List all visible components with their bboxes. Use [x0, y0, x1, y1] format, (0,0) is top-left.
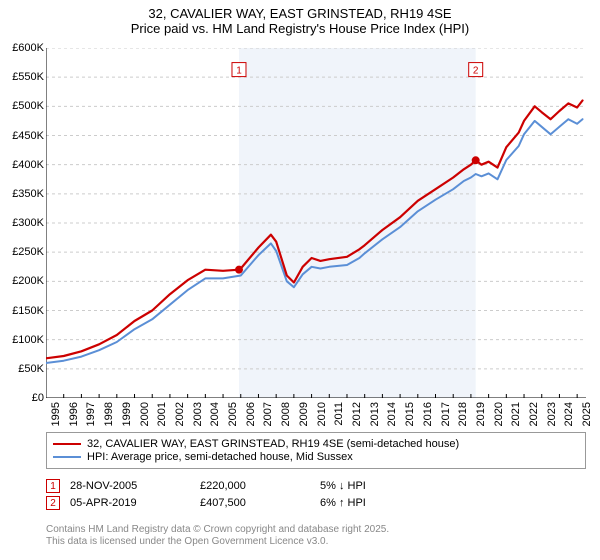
x-tick-label: 2006 [245, 402, 257, 426]
y-tick-label: £450K [12, 130, 44, 142]
x-tick-label: 2017 [440, 402, 452, 426]
x-tick-label: 2008 [280, 402, 292, 426]
x-tick-label: 2009 [298, 402, 310, 426]
x-tick-label: 2003 [192, 402, 204, 426]
footer-line-2: This data is licensed under the Open Gov… [46, 536, 389, 548]
chart-area: 12 [46, 48, 586, 398]
marker-badge-2: 2 [46, 496, 60, 510]
marker-diff: 5% ↓ HPI [320, 480, 440, 492]
x-tick-label: 2025 [581, 402, 593, 426]
legend-label: HPI: Average price, semi-detached house,… [87, 451, 353, 463]
y-tick-label: £400K [12, 159, 44, 171]
y-tick-label: £250K [12, 246, 44, 258]
x-tick-label: 2018 [457, 402, 469, 426]
x-tick-label: 1995 [50, 402, 62, 426]
marker-table: 1 28-NOV-2005 £220,000 5% ↓ HPI 2 05-APR… [46, 476, 586, 513]
svg-text:2: 2 [473, 66, 479, 77]
y-tick-label: £50K [18, 363, 44, 375]
x-tick-label: 2014 [386, 402, 398, 426]
y-tick-label: £350K [12, 188, 44, 200]
y-tick-label: £600K [12, 42, 44, 54]
y-tick-label: £200K [12, 275, 44, 287]
y-tick-label: £550K [12, 71, 44, 83]
x-tick-label: 2024 [563, 402, 575, 426]
footer: Contains HM Land Registry data © Crown c… [46, 524, 389, 548]
x-tick-label: 1999 [121, 402, 133, 426]
x-tick-label: 2022 [528, 402, 540, 426]
legend-row: 32, CAVALIER WAY, EAST GRINSTEAD, RH19 4… [53, 438, 579, 450]
title-line-1: 32, CAVALIER WAY, EAST GRINSTEAD, RH19 4… [0, 6, 600, 21]
x-tick-label: 2011 [333, 402, 345, 426]
y-tick-label: £0 [32, 392, 44, 404]
marker-row: 2 05-APR-2019 £407,500 6% ↑ HPI [46, 496, 586, 510]
y-tick-label: £100K [12, 334, 44, 346]
marker-date: 28-NOV-2005 [70, 480, 190, 492]
legend-row: HPI: Average price, semi-detached house,… [53, 451, 579, 463]
x-tick-label: 2020 [493, 402, 505, 426]
footer-line-1: Contains HM Land Registry data © Crown c… [46, 524, 389, 536]
x-tick-label: 1998 [103, 402, 115, 426]
marker-price: £407,500 [200, 497, 310, 509]
x-tick-label: 1997 [85, 402, 97, 426]
x-tick-label: 1996 [68, 402, 80, 426]
x-tick-label: 2010 [316, 402, 328, 426]
y-tick-label: £150K [12, 305, 44, 317]
marker-diff: 6% ↑ HPI [320, 497, 440, 509]
x-tick-label: 2021 [510, 402, 522, 426]
y-tick-label: £500K [12, 100, 44, 112]
legend-swatch-red [53, 443, 81, 445]
title-block: 32, CAVALIER WAY, EAST GRINSTEAD, RH19 4… [0, 0, 600, 38]
title-line-2: Price paid vs. HM Land Registry's House … [0, 21, 600, 36]
marker-date: 05-APR-2019 [70, 497, 190, 509]
x-tick-label: 2016 [422, 402, 434, 426]
x-tick-label: 2007 [262, 402, 274, 426]
x-tick-label: 2012 [351, 402, 363, 426]
chart-container: 32, CAVALIER WAY, EAST GRINSTEAD, RH19 4… [0, 0, 600, 560]
marker-badge-number: 2 [50, 498, 56, 509]
svg-text:1: 1 [236, 66, 242, 77]
x-tick-label: 2001 [156, 402, 168, 426]
x-tick-label: 2023 [546, 402, 558, 426]
legend-label: 32, CAVALIER WAY, EAST GRINSTEAD, RH19 4… [87, 438, 459, 450]
x-tick-label: 2015 [404, 402, 416, 426]
chart-svg: 12 [46, 48, 586, 398]
x-tick-label: 2000 [139, 402, 151, 426]
marker-price: £220,000 [200, 480, 310, 492]
x-tick-label: 2013 [369, 402, 381, 426]
legend-swatch-blue [53, 456, 81, 458]
x-tick-label: 2004 [209, 402, 221, 426]
legend: 32, CAVALIER WAY, EAST GRINSTEAD, RH19 4… [46, 432, 586, 469]
x-tick-label: 2002 [174, 402, 186, 426]
marker-row: 1 28-NOV-2005 £220,000 5% ↓ HPI [46, 479, 586, 493]
x-tick-label: 2005 [227, 402, 239, 426]
x-tick-label: 2019 [475, 402, 487, 426]
marker-badge-1: 1 [46, 479, 60, 493]
y-tick-label: £300K [12, 217, 44, 229]
marker-badge-number: 1 [50, 481, 56, 492]
